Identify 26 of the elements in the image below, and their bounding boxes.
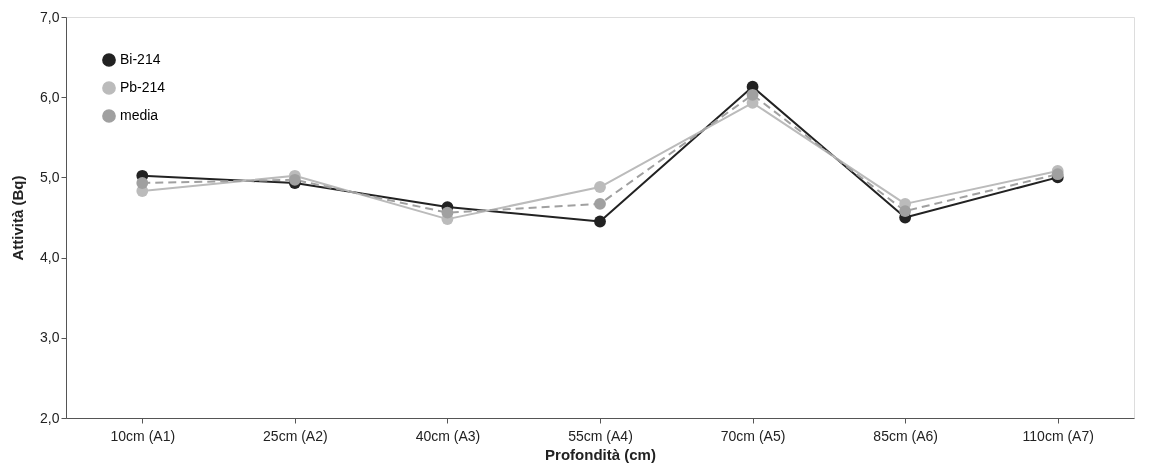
- point: [594, 215, 606, 228]
- legend-label: Bi-214: [120, 51, 161, 67]
- point: [594, 181, 606, 193]
- x-tick-label: 40cm (A3): [415, 427, 481, 444]
- legend-label: media: [120, 107, 159, 123]
- point: [594, 197, 606, 210]
- x-tick-label: 25cm (A2): [263, 427, 328, 444]
- y-axis-title: Attività (Bq): [9, 175, 27, 261]
- legend-label: Pb-214: [120, 79, 166, 95]
- point: [136, 177, 149, 189]
- y-tick-label: 6,0: [40, 88, 60, 105]
- y-tick-label: 7,0: [40, 8, 60, 25]
- x-tick-label: 85cm (A6): [873, 427, 938, 444]
- x-tick-label: 110cm (A7): [1022, 427, 1094, 444]
- point: [288, 173, 301, 186]
- x-tick-label: 55cm (A4): [568, 427, 633, 444]
- y-tick-label: 5,0: [40, 168, 60, 185]
- y-tick-label: 2,0: [40, 409, 60, 426]
- x-tick-label: 10cm (A1): [110, 427, 176, 444]
- point: [441, 206, 454, 219]
- point: [899, 205, 912, 217]
- point: [746, 88, 759, 101]
- x-axis-title: Profondità (cm): [545, 445, 656, 463]
- y-tick-label: 4,0: [40, 249, 60, 266]
- x-tick-label: 70cm (A5): [720, 427, 786, 444]
- y-tick-label: 3,0: [40, 329, 60, 346]
